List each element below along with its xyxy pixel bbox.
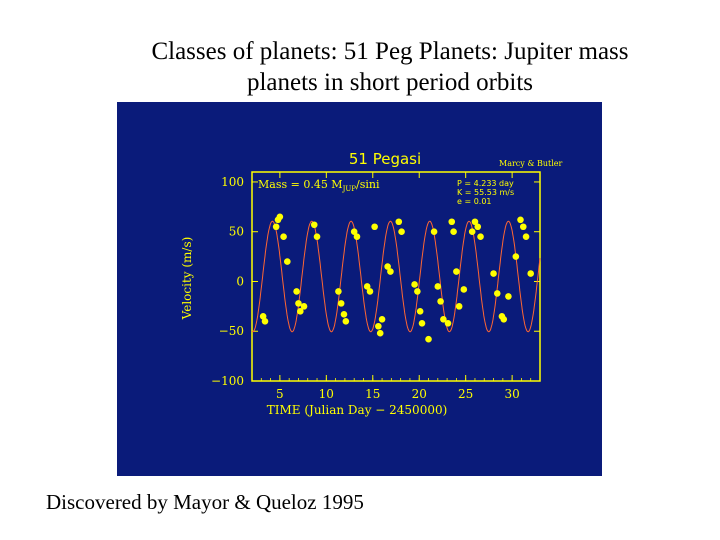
y-tick-label: −50 xyxy=(219,324,244,338)
data-point xyxy=(453,268,460,275)
data-point xyxy=(395,218,403,226)
x-tick-label: 25 xyxy=(458,387,473,401)
x-tick-label: 20 xyxy=(412,387,427,401)
data-point xyxy=(434,283,442,290)
y-tick-label: 0 xyxy=(236,274,244,288)
y-axis-label: Velocity (m/s) xyxy=(180,237,194,321)
data-point xyxy=(259,313,267,320)
data-point xyxy=(477,233,484,240)
y-tick-label: 50 xyxy=(229,225,244,239)
data-point xyxy=(363,283,371,290)
data-point xyxy=(300,303,308,310)
x-axis-ticks: 5 10 15 20 25 30 xyxy=(251,172,541,401)
data-point xyxy=(527,270,535,277)
data-point xyxy=(353,233,361,240)
x-tick-label: 10 xyxy=(319,387,334,401)
data-point xyxy=(293,288,300,295)
slide-title: Classes of planets: 51 Peg Planets: Jupi… xyxy=(60,36,720,98)
x-axis-label: TIME (Julian Day − 2450000) xyxy=(267,403,448,417)
data-point xyxy=(460,286,468,293)
x-tick-label: 5 xyxy=(276,387,284,401)
data-point xyxy=(430,228,438,236)
chart-credit: Marcy & Butler xyxy=(499,159,563,168)
plot-frame xyxy=(251,171,541,382)
data-point xyxy=(276,213,284,221)
orbit-fit-curve xyxy=(251,220,541,333)
data-point xyxy=(512,253,520,260)
data-point xyxy=(375,322,382,330)
data-point xyxy=(371,223,378,231)
param-eccentricity: e = 0.01 xyxy=(457,197,492,206)
data-point xyxy=(295,300,302,307)
data-point xyxy=(414,288,421,295)
data-point xyxy=(310,221,318,229)
data-point xyxy=(342,317,350,325)
data-point xyxy=(378,315,386,323)
data-point xyxy=(387,268,394,275)
slide-caption: Discovered by Mayor & Queloz 1995 xyxy=(46,490,364,514)
data-point xyxy=(450,228,457,236)
data-point xyxy=(335,288,342,295)
data-point xyxy=(437,298,444,305)
data-point xyxy=(425,335,432,343)
data-point xyxy=(455,303,463,310)
radial-velocity-chart: 51 Pegasi Marcy & Butler 5 10 15 20 25 30 100… xyxy=(180,150,563,417)
data-point xyxy=(500,315,508,323)
data-point xyxy=(384,263,391,270)
data-point xyxy=(398,228,405,236)
data-point xyxy=(448,218,456,226)
data-point xyxy=(418,319,426,327)
data-point xyxy=(444,319,452,327)
data-point xyxy=(522,233,530,240)
mass-label-tail: /sini xyxy=(356,178,380,191)
mass-label: Mass = 0.45 MJUP/sini xyxy=(258,178,380,193)
data-point xyxy=(517,216,524,224)
y-axis-ticks: 100 50 0 −50 −100 xyxy=(211,175,540,388)
data-point xyxy=(272,223,280,231)
data-point xyxy=(366,288,374,295)
chart-title: 51 Pegasi xyxy=(349,150,421,168)
data-point xyxy=(416,308,424,315)
data-point xyxy=(411,281,418,288)
data-point xyxy=(493,290,501,297)
data-point xyxy=(505,293,512,300)
data-point xyxy=(337,300,345,307)
x-tick-label: 15 xyxy=(365,387,380,401)
data-point xyxy=(468,228,476,236)
data-point xyxy=(350,228,358,236)
data-point xyxy=(471,218,479,226)
data-point xyxy=(280,233,287,240)
data-points xyxy=(259,213,535,343)
slide-title-line-2: planets in short period orbits xyxy=(246,69,534,96)
data-point xyxy=(474,223,482,231)
y-tick-label: 100 xyxy=(221,175,244,189)
param-amplitude: K = 55.53 m/s xyxy=(457,188,514,197)
mass-label-main: Mass = 0.45 M xyxy=(258,178,343,191)
data-point xyxy=(297,308,304,315)
data-point xyxy=(490,270,497,277)
x-tick-label: 30 xyxy=(504,387,519,401)
mass-label-subscript: JUP xyxy=(342,185,357,193)
data-point xyxy=(440,315,447,323)
data-point xyxy=(313,233,321,240)
data-point xyxy=(340,311,348,318)
param-period: P = 4.233 day xyxy=(457,179,514,188)
data-point xyxy=(519,223,527,231)
rv-plot-panel: 51 Pegasi Marcy & Butler 5 10 15 20 25 30 100… xyxy=(117,102,602,476)
y-tick-label: −100 xyxy=(211,374,244,388)
plot-border xyxy=(251,171,541,382)
data-point xyxy=(261,317,269,325)
data-point xyxy=(376,329,384,337)
slide-title-line-1: Classes of planets: 51 Peg Planets: Jupi… xyxy=(151,38,629,65)
data-point xyxy=(284,258,291,265)
